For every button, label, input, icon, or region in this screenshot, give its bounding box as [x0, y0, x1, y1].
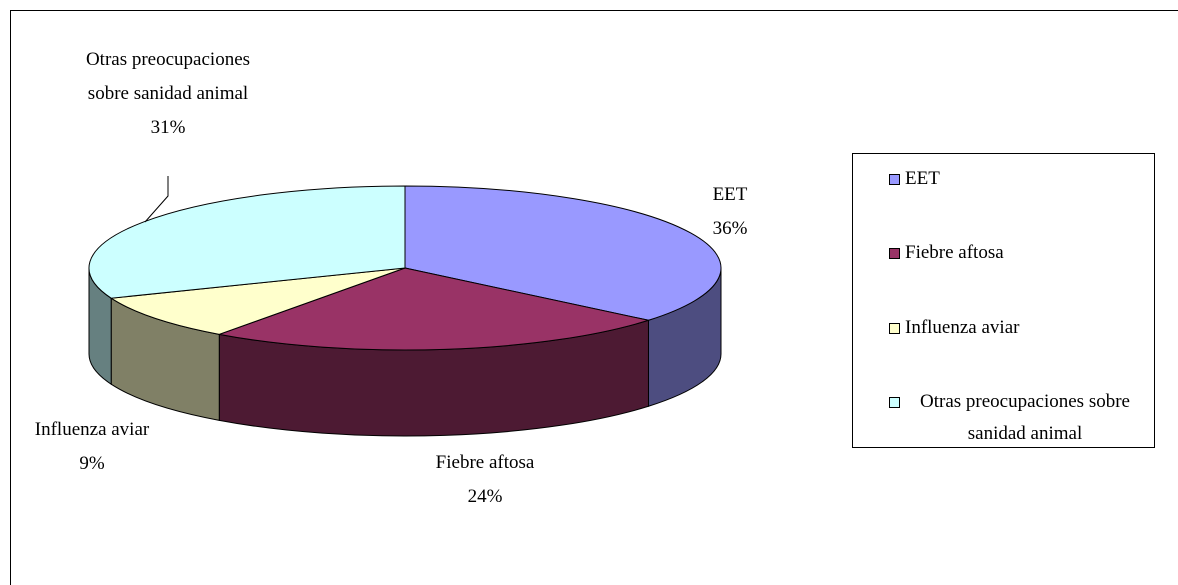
leader-line [144, 176, 169, 223]
data-label-value: 36% [712, 218, 748, 239]
data-label-value: 31% [150, 117, 186, 138]
data-label: Influenza aviar 9% [0, 413, 184, 481]
legend-entry: Otras preocupaciones sobre sanidad anima… [905, 386, 1145, 450]
legend-label: Fiebre aftosa [905, 242, 1004, 263]
pie-slice [88, 185, 406, 299]
data-label-name: Influenza aviar [34, 419, 150, 440]
legend-swatch [889, 174, 900, 185]
legend: EET Fiebre aftosa Influenza aviar Otras pre… [852, 153, 1155, 448]
data-label-name: EET [712, 184, 748, 205]
legend-entry: Influenza aviar [905, 312, 1019, 344]
legend-swatch [889, 323, 900, 334]
data-label-value: 9% [79, 453, 105, 474]
chart-frame [10, 10, 1178, 585]
legend-entry: EET [905, 163, 940, 195]
data-label-value: 24% [467, 486, 503, 507]
legend-entry: Fiebre aftosa [905, 237, 1004, 269]
data-label-name: Otras preocupaciones sobre sanidad anima… [85, 49, 251, 104]
data-label: Fiebre aftosa 24% [395, 446, 575, 514]
legend-label: EET [905, 168, 940, 189]
data-label: Otras preocupaciones sobre sanidad anima… [78, 43, 258, 145]
data-label: EET 36% [640, 178, 820, 246]
pie-slice [404, 185, 722, 321]
legend-swatch [889, 248, 900, 259]
legend-label: Otras preocupaciones sobre sanidad anima… [920, 391, 1130, 444]
legend-label: Influenza aviar [905, 317, 1020, 338]
data-label-name: Fiebre aftosa [435, 452, 535, 473]
pie-slice [217, 267, 651, 351]
legend-swatch [889, 397, 900, 408]
pie-slice [109, 267, 406, 335]
